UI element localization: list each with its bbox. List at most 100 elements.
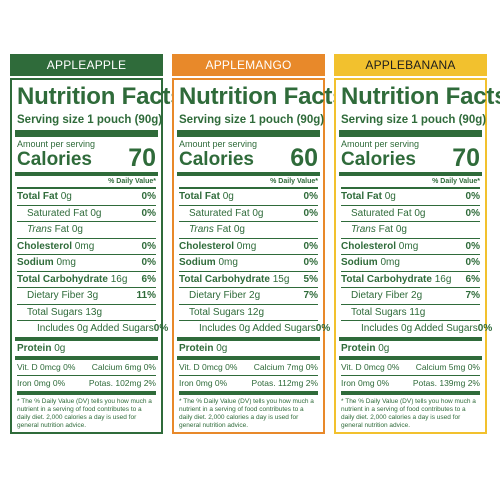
thick-divider	[177, 130, 320, 137]
nutrient-name: Dietary Fiber	[27, 290, 85, 301]
nutrient-name: Sodium	[341, 257, 378, 268]
total-carbohydrate-row: Total Carbohydrate 16g 6%	[341, 270, 480, 288]
dietary-fiber-row: Dietary Fiber 3g 11%	[17, 287, 156, 304]
potassium: Potas. 139mg 2%	[412, 378, 480, 388]
total-sugars-row: Total Sugars 13g	[17, 303, 156, 321]
calories-row: Calories 70	[341, 145, 480, 171]
nutrient-pct: 0%	[477, 323, 493, 334]
nutrient-amount: 15g	[272, 273, 290, 285]
calories-label: Calories	[17, 149, 92, 170]
added-sugars-row: Includes 0g Added Sugars 0%	[179, 320, 330, 337]
calories-value: 70	[128, 144, 156, 172]
nutrient-amount: 12g	[247, 306, 265, 318]
nutrition-panel-applemango: APPLEMANGO Nutrition Facts Serving size …	[172, 54, 346, 434]
nutrient-amount: 0g	[378, 342, 390, 354]
nutrient-name: Total Sugars	[27, 306, 83, 318]
calcium: Calcium 6mg 0%	[91, 362, 156, 372]
nutrient-pct: 0%	[303, 191, 318, 202]
protein-row: Protein 0g	[341, 341, 480, 357]
total-fat-row: Total Fat 0g 0%	[17, 188, 156, 205]
nutrient-name: Fat	[54, 224, 70, 235]
nutrient-name: Total Sugars	[189, 306, 245, 318]
nutrient-pct: 0%	[141, 240, 156, 252]
medium-divider	[177, 356, 320, 360]
protein-row: Protein 0g	[17, 341, 156, 357]
trans-fat-row: Trans Fat 0g	[179, 221, 318, 238]
potassium: Potas. 102mg 2%	[88, 378, 156, 388]
nutrition-facts-title: Nutrition Facts	[341, 83, 500, 110]
serving-size: Serving size 1 pouch (90g)	[341, 114, 487, 126]
nutrient-amount: 11g	[409, 306, 426, 318]
nutrient-name: Cholesterol	[179, 240, 235, 252]
nutrient-name: Includes 0g Added Sugars	[361, 323, 478, 334]
total-fat-row: Total Fat 0g 0%	[341, 188, 480, 205]
nutrition-label: Nutrition Facts Serving size 1 pouch (90…	[10, 78, 184, 434]
amount-per-serving: Amount per serving	[17, 139, 96, 149]
dietary-fiber-row: Dietary Fiber 2g 7%	[341, 287, 480, 304]
trans-fat-row: Trans Fat 0g	[17, 221, 156, 238]
nutrient-amount: 0g	[60, 191, 72, 202]
nutrient-name: Saturated Fat	[351, 207, 412, 219]
daily-value-header: % Daily Value*	[17, 178, 156, 188]
nutrient-name-italic: Trans	[27, 224, 52, 235]
nutrient-amount: 0mg	[74, 240, 95, 252]
nutrient-pct: 0%	[303, 207, 318, 219]
nutrient-amount: 0g	[233, 224, 245, 235]
vitamin-d: Vit. D 0mcg 0%	[341, 362, 400, 372]
nutrient-pct: 0%	[141, 257, 156, 268]
nutrient-amount: 0mg	[398, 240, 419, 252]
nutrient-pct: 0%	[153, 323, 169, 334]
nutrient-name: Saturated Fat	[189, 207, 250, 219]
flavor-banner: APPLEBANANA	[334, 54, 487, 76]
nutrient-name: Fat	[216, 224, 232, 235]
calories-label: Calories	[179, 149, 254, 170]
saturated-fat-row: Saturated Fat 0g 0%	[341, 204, 480, 222]
sodium-row: Sodium 0mg 0%	[17, 254, 156, 271]
nutrition-panel-applebanana: APPLEBANANA Nutrition Facts Serving size…	[334, 54, 500, 434]
medium-divider	[15, 172, 158, 176]
medium-divider	[339, 356, 482, 360]
trans-fat-row: Trans Fat 0g	[341, 221, 480, 238]
vitamin-d: Vit. D 0mcg 0%	[179, 362, 238, 372]
serving-size: Serving size 1 pouch (90g)	[179, 114, 325, 126]
iron: Iron 0mg 0%	[179, 378, 228, 388]
calories-value: 60	[290, 144, 318, 172]
nutrient-name: Saturated Fat	[27, 207, 88, 219]
nutrient-name: Total Carbohydrate	[17, 273, 108, 285]
nutrient-name: Total Carbohydrate	[179, 273, 270, 285]
flavor-banner: APPLEMANGO	[172, 54, 325, 76]
medium-divider	[15, 356, 158, 360]
mineral-row: Iron 0mg 0% Potas. 102mg 2%	[17, 375, 156, 391]
nutrient-name: Sodium	[17, 257, 54, 268]
nutrient-name-italic: Trans	[189, 224, 214, 235]
nutrient-amount: 0g	[395, 224, 407, 235]
cholesterol-row: Cholesterol 0mg 0%	[341, 237, 480, 255]
calories-row: Calories 60	[179, 145, 318, 171]
vitamin-row: Vit. D 0mcg 0% Calcium 5mg 0%	[341, 360, 480, 375]
nutrient-amount: 0mg	[236, 240, 257, 252]
nutrient-pct: 0%	[465, 257, 480, 268]
thick-divider	[15, 130, 158, 137]
amount-per-serving: Amount per serving	[179, 139, 258, 149]
calories-row: Calories 70	[17, 145, 156, 171]
nutrient-amount: 3g	[87, 290, 99, 301]
nutrient-pct: 7%	[465, 290, 480, 301]
nutrient-pct: 6%	[465, 273, 480, 285]
nutrient-amount: 13g	[85, 306, 103, 318]
nutrient-pct: 0%	[303, 240, 318, 252]
nutrition-facts-title: Nutrition Facts	[17, 83, 184, 110]
thick-divider	[339, 130, 482, 137]
calcium: Calcium 5mg 0%	[415, 362, 480, 372]
added-sugars-row: Includes 0g Added Sugars 0%	[341, 320, 492, 337]
nutrient-amount: 0g	[384, 191, 396, 202]
nutrient-name: Dietary Fiber	[189, 290, 247, 301]
nutrient-name: Total Sugars	[351, 306, 407, 318]
nutrient-name: Sodium	[179, 257, 216, 268]
total-sugars-row: Total Sugars 12g	[179, 303, 318, 321]
nutrient-amount: 0g	[216, 342, 228, 354]
daily-value-footnote: * The % Daily Value (DV) tells you how m…	[341, 391, 480, 430]
total-carbohydrate-row: Total Carbohydrate 15g 5%	[179, 270, 318, 288]
iron: Iron 0mg 0%	[17, 378, 66, 388]
nutrient-amount: 16g	[434, 273, 452, 285]
nutrient-name: Cholesterol	[341, 240, 397, 252]
